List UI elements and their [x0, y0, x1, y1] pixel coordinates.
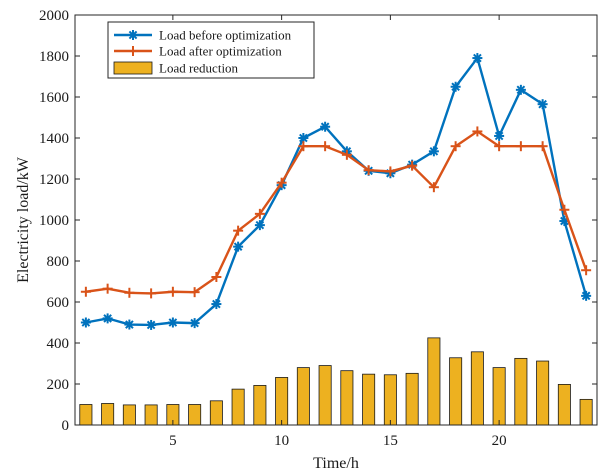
point-1-2 [102, 283, 113, 294]
bar-reduction-16 [405, 372, 419, 426]
point-0-1 [80, 317, 91, 328]
bar-reduction-17 [427, 337, 441, 426]
point-0-3 [124, 319, 135, 330]
x-tick-label-5: 5 [169, 433, 177, 449]
point-0-24 [581, 290, 592, 301]
lines-group [80, 53, 592, 330]
point-1-22 [537, 141, 548, 152]
y-tick-label-600: 600 [47, 295, 70, 311]
point-0-8 [233, 241, 244, 252]
x-tick-label-10: 10 [274, 433, 289, 449]
bar-reduction-12 [318, 365, 332, 426]
point-1-3 [124, 287, 135, 298]
bar-reduction-15 [383, 374, 397, 426]
x-tick-label-20: 20 [492, 433, 507, 449]
bar-reduction-4 [144, 404, 158, 426]
point-1-13 [341, 149, 352, 160]
point-0-7 [211, 299, 222, 310]
y-tick-label-1800: 1800 [39, 49, 69, 65]
point-1-18 [450, 141, 461, 152]
legend-label-before: Load before optimization [159, 28, 292, 43]
y-tick-label-1200: 1200 [39, 172, 69, 188]
point-0-5 [167, 317, 178, 328]
point-0-18 [450, 81, 461, 92]
bar-reduction-6 [188, 404, 202, 426]
point-1-8 [233, 225, 244, 236]
point-1-14 [363, 165, 374, 176]
bar-reduction-13 [340, 370, 354, 426]
y-tick-label-1600: 1600 [39, 90, 69, 106]
axis-ticks: 0 200 400 600 800 1000 1200 1400 1600 1800 2000 5 10… [39, 8, 597, 449]
point-1-24 [581, 265, 592, 276]
x-axis-label: Time/h [313, 455, 359, 472]
bar-reduction-14 [362, 373, 376, 426]
y-tick-label-800: 800 [47, 254, 70, 270]
point-0-4 [146, 319, 157, 330]
point-1-1 [80, 286, 91, 297]
legend-marker-before [128, 30, 138, 40]
point-0-6 [189, 318, 200, 329]
point-1-23 [559, 204, 570, 215]
y-tick-label-2000: 2000 [39, 8, 69, 24]
point-1-17 [428, 182, 439, 193]
legend-swatch-reduction [113, 61, 153, 75]
point-1-6 [189, 287, 200, 298]
point-1-20 [494, 141, 505, 152]
point-1-4 [146, 288, 157, 299]
point-1-10 [276, 177, 287, 188]
point-1-21 [515, 141, 526, 152]
bar-reduction-3 [122, 404, 136, 426]
point-1-19 [472, 126, 483, 137]
legend-label-reduction: Load reduction [159, 61, 239, 76]
series-line-0 [85, 56, 588, 327]
bar-reduction-1 [79, 404, 93, 426]
bar-reduction-19 [470, 351, 484, 426]
legend-marker-glyph-1 [128, 46, 138, 56]
point-0-12 [320, 121, 331, 132]
point-1-11 [298, 141, 309, 152]
point-0-22 [537, 99, 548, 110]
y-tick-label-1000: 1000 [39, 213, 69, 229]
point-0-2 [102, 313, 113, 324]
point-1-15 [385, 166, 396, 177]
point-1-9 [254, 208, 265, 219]
point-0-20 [494, 130, 505, 141]
bar-reduction-11 [296, 367, 310, 426]
bar-reduction-9 [253, 385, 267, 426]
legend-label-after: Load after optimization [159, 44, 282, 59]
bar-reduction-21 [514, 357, 528, 426]
point-1-7 [211, 271, 222, 282]
bar-reduction-7 [209, 400, 223, 426]
y-tick-label-200: 200 [47, 377, 70, 393]
point-1-5 [167, 286, 178, 297]
bars-group [79, 337, 593, 426]
point-0-9 [254, 220, 265, 231]
legend-marker-glyph-0 [128, 30, 138, 40]
bar-reduction-10 [275, 377, 289, 426]
legend: Load before optimization Load after opti… [107, 21, 315, 79]
y-tick-label-0: 0 [62, 418, 70, 434]
point-0-19 [472, 53, 483, 64]
y-tick-label-1400: 1400 [39, 131, 69, 147]
bar-reduction-22 [536, 360, 550, 426]
point-1-16 [407, 160, 418, 171]
point-1-12 [320, 141, 331, 152]
series-line-1 [85, 130, 588, 295]
bar-reduction-18 [449, 357, 463, 426]
bar-reduction-20 [492, 367, 506, 426]
point-0-21 [515, 84, 526, 95]
y-tick-label-400: 400 [47, 336, 70, 352]
bar-reduction-24 [579, 398, 593, 426]
bar-reduction-23 [557, 384, 571, 426]
bar-reduction-2 [101, 403, 115, 426]
y-axis-label: Electricity load/kW [15, 156, 32, 283]
bar-reduction-8 [231, 388, 245, 426]
legend-marker-after [128, 46, 138, 56]
x-tick-label-15: 15 [383, 433, 398, 449]
point-0-17 [428, 146, 439, 157]
